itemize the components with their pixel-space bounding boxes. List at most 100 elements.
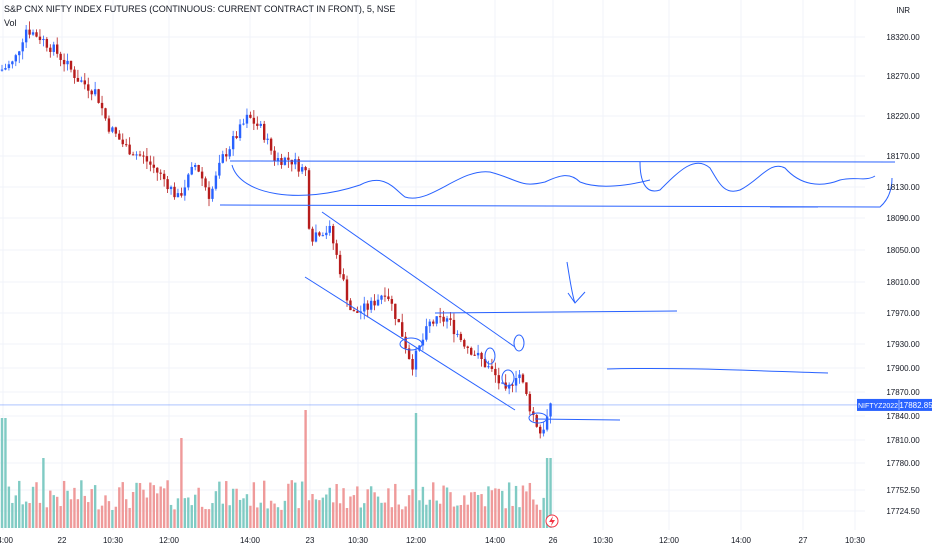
candle — [539, 424, 542, 439]
volume-bar — [325, 494, 328, 528]
candle — [338, 250, 342, 278]
drawing-level-17895[interactable] — [606, 367, 829, 374]
candle — [111, 126, 114, 134]
trend-drawings[interactable] — [219, 160, 896, 424]
candle — [300, 163, 304, 175]
volume-bar — [73, 487, 76, 528]
candle — [162, 170, 166, 187]
drawing-down-arrow[interactable] — [566, 261, 586, 304]
candle — [211, 186, 214, 202]
x-tick-label: 10:30 — [593, 536, 614, 545]
candle — [321, 232, 325, 237]
candle — [31, 29, 35, 36]
volume-bar — [290, 480, 293, 528]
volume-bar — [438, 503, 442, 528]
volume-bar — [21, 504, 24, 528]
volume-bar — [256, 507, 259, 528]
candle — [118, 130, 121, 140]
x-tick-label: 26 — [549, 536, 558, 545]
candle — [152, 156, 155, 174]
x-axis[interactable]: 14:00 22 10:30 12:00 14:00 23 10:30 12:00 14:00 2… — [0, 536, 866, 545]
candle — [456, 330, 459, 338]
candle — [459, 331, 463, 343]
volume-bar — [228, 505, 231, 528]
candle — [38, 29, 42, 45]
volume-bar — [204, 509, 207, 528]
drawing-channel-upper[interactable] — [321, 211, 516, 348]
candle — [73, 66, 76, 84]
candle — [449, 312, 452, 326]
volume-bar — [131, 491, 135, 528]
candle — [376, 294, 380, 307]
volume-bar — [245, 494, 249, 528]
drawing-wave-curve-right[interactable] — [639, 161, 876, 192]
volume-bar — [280, 509, 283, 528]
volume-bar — [142, 489, 145, 528]
volume-bar — [414, 413, 418, 528]
last-price-tag[interactable]: NIFTYZ2022 17882.85 — [857, 398, 932, 411]
candle — [380, 294, 383, 305]
y-tick-label: 18050.00 — [886, 246, 920, 255]
candle — [487, 360, 490, 369]
candle — [518, 370, 521, 384]
volume-bar — [504, 508, 507, 528]
candle — [145, 148, 149, 169]
volume-bar — [93, 485, 97, 528]
candle — [325, 225, 328, 240]
volume-bar — [11, 502, 14, 528]
volume-bar — [338, 503, 342, 528]
candle — [128, 137, 131, 156]
drawing-wave-curve[interactable] — [231, 164, 651, 199]
drawing-level-17838[interactable] — [534, 418, 621, 421]
candle — [394, 303, 397, 326]
drawing-level-17975[interactable] — [434, 310, 678, 314]
drawing-circle-2[interactable] — [484, 347, 496, 365]
volume-label[interactable]: Vol — [4, 18, 17, 28]
drawing-circle-5[interactable] — [528, 412, 548, 424]
volume-bar — [24, 501, 28, 528]
volume-bar — [162, 488, 166, 528]
volume-bar — [97, 509, 100, 528]
y-tick-label: 17752.50 — [886, 486, 920, 495]
candle — [311, 226, 314, 246]
candle — [7, 60, 11, 71]
candle — [35, 29, 38, 38]
volume-bar — [369, 486, 373, 528]
drawing-circle-1[interactable] — [399, 337, 423, 351]
candle — [442, 310, 445, 327]
drawing-channel-lower[interactable] — [304, 276, 516, 411]
volume-bar — [225, 481, 228, 528]
volume-bar — [169, 504, 173, 528]
volume-bar — [152, 485, 155, 528]
volume-bar — [376, 496, 380, 528]
symbol-title[interactable]: S&P CNX NIFTY INDEX FUTURES (CONTINUOUS:… — [4, 4, 396, 14]
drawing-circle-4[interactable] — [513, 334, 525, 352]
y-axis[interactable]: 18320.00 18270.00 18220.00 18170.00 18130.00… — [886, 33, 920, 516]
flash-icon[interactable] — [545, 514, 559, 528]
volume-bar — [332, 502, 335, 528]
candle — [490, 358, 494, 372]
volume-bar — [483, 506, 487, 528]
x-tick-label: 14:00 — [240, 536, 261, 545]
volume-bar — [173, 509, 176, 528]
candle — [21, 38, 24, 60]
candle — [221, 150, 224, 164]
candle — [156, 167, 159, 181]
candle — [135, 151, 138, 160]
volume-bar — [0, 418, 4, 528]
volume-bar — [480, 494, 483, 528]
drawing-resistance-line[interactable] — [229, 160, 896, 163]
volume-bar — [459, 505, 463, 528]
volume-bar — [266, 508, 269, 528]
candle — [166, 176, 169, 193]
candle — [0, 64, 4, 72]
volume-bar — [190, 505, 193, 528]
drawing-circle-3[interactable] — [501, 369, 515, 387]
drawing-support-line[interactable] — [219, 177, 893, 208]
volume-bar — [521, 485, 525, 528]
candle — [87, 77, 90, 99]
y-tick-label: 17870.00 — [886, 388, 920, 397]
candle — [421, 333, 425, 351]
candle — [76, 69, 80, 82]
